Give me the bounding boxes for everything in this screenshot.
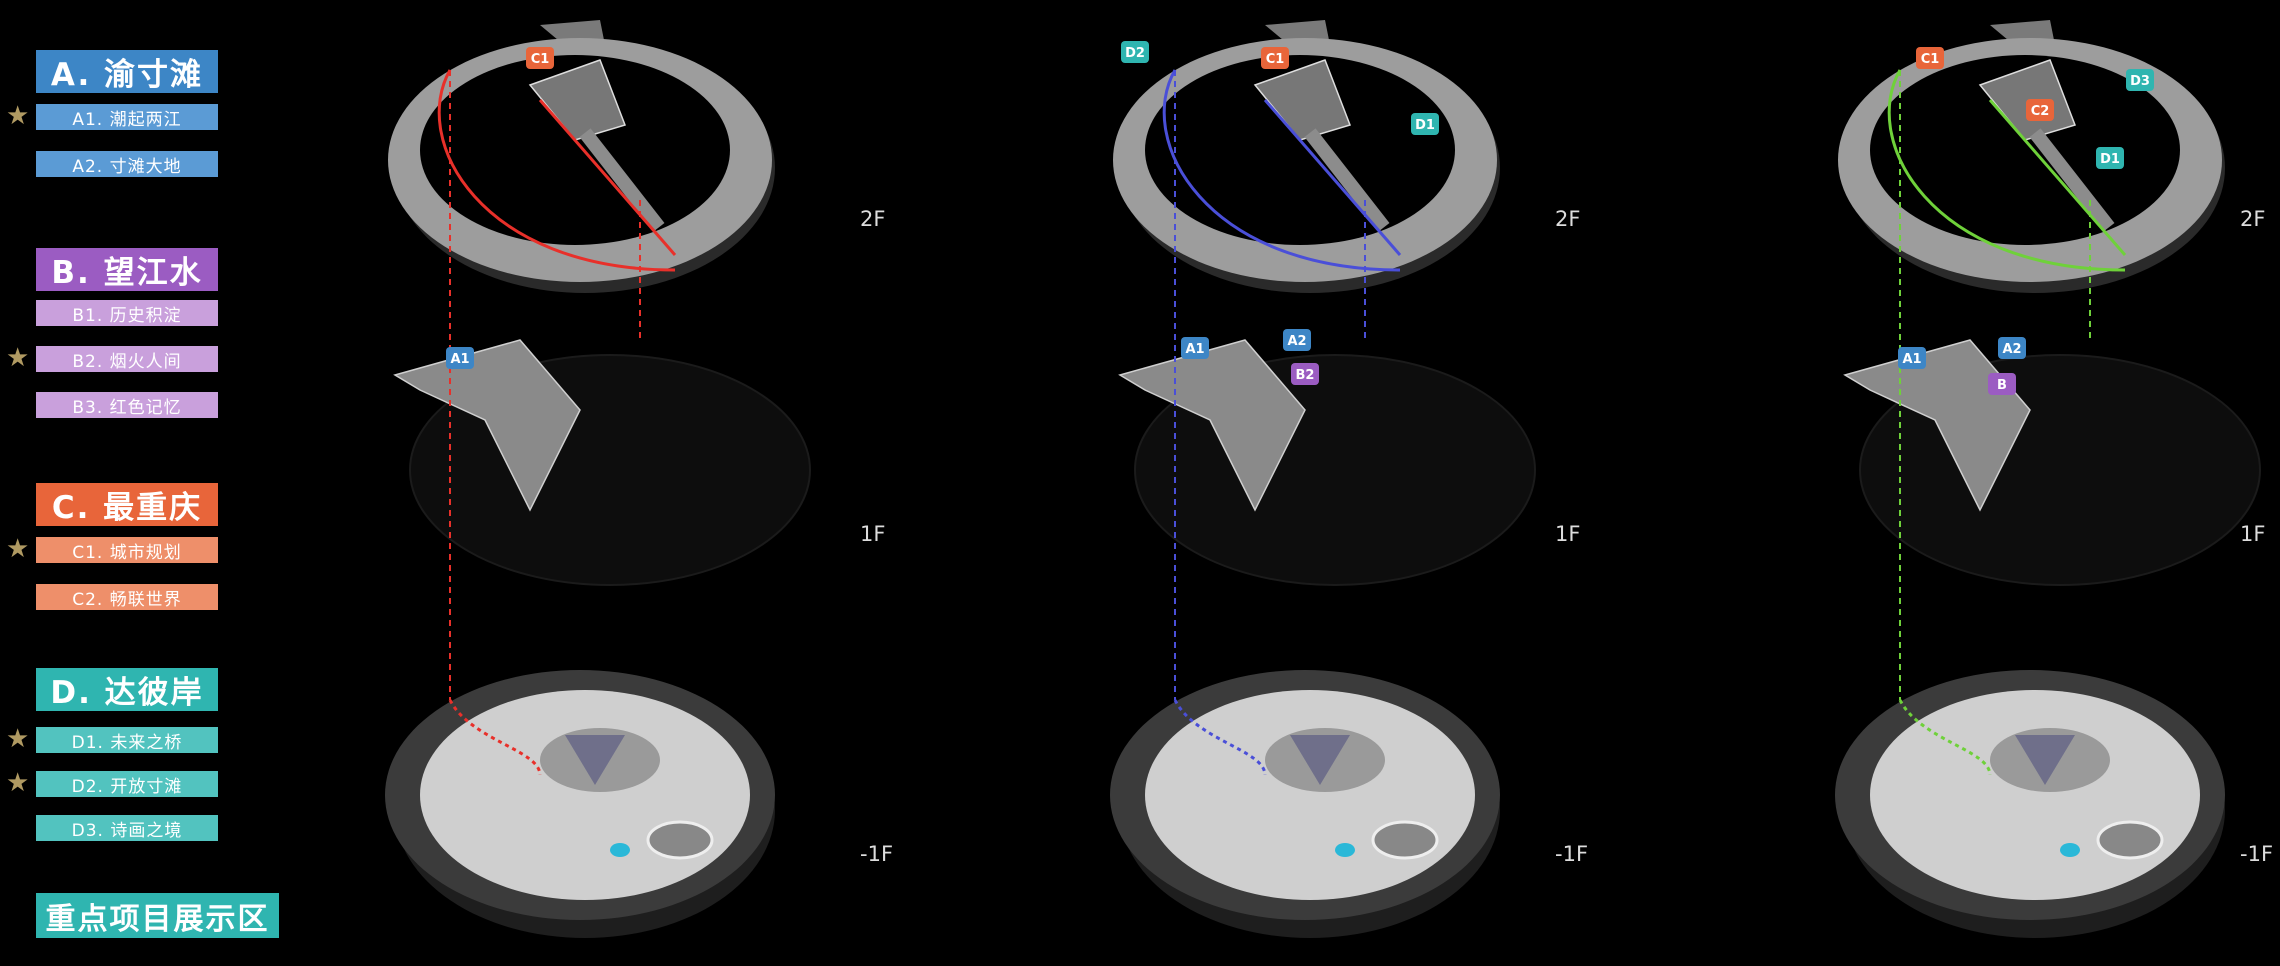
basement-floor	[1870, 690, 2200, 900]
item-d1-label: D1. 未来之桥	[36, 727, 218, 753]
category-a-label: A. 渝寸滩	[36, 50, 218, 93]
badge-label: A1	[1185, 342, 1204, 357]
badge-label: C1	[1266, 52, 1285, 67]
item-b2-label: B2. 烟火人间	[36, 346, 218, 372]
category-c-label: C. 最重庆	[36, 483, 218, 526]
floor-label-fb1: -1F	[2240, 842, 2273, 866]
badge-label: A2	[1287, 334, 1306, 349]
badge-label: C2	[2031, 104, 2050, 119]
badge-2f-d3: D3	[2126, 69, 2154, 91]
badge-mezzanine-b: B	[1988, 373, 2016, 395]
item-a1-label: A1. 潮起两江	[36, 104, 218, 130]
badge-mezzanine-a1: A1	[446, 347, 474, 369]
star-icon: ★	[6, 101, 30, 131]
basement-pool	[646, 820, 714, 860]
basement-floor	[1145, 690, 1475, 900]
badge-label: A1	[1902, 352, 1921, 367]
floor-label-f1: 1F	[2240, 522, 2265, 546]
basement-marker	[1335, 843, 1355, 857]
item-d2-label: D2. 开放寸滩	[36, 771, 218, 797]
mezzanine-floor	[1118, 339, 1306, 512]
badge-2f-c1: C1	[1261, 47, 1289, 69]
route-path-bridge	[1988, 99, 2127, 256]
key-area-label: 重点项目展示区	[36, 893, 279, 938]
basement-floor	[420, 690, 750, 900]
badge-label: B2	[1296, 368, 1315, 383]
mezzanine-floor	[393, 339, 581, 512]
badge-label: C1	[1921, 52, 1940, 67]
item-a2-label: A2. 寸滩大地	[36, 151, 218, 177]
star-icon: ★	[6, 343, 30, 373]
floor2-bridge	[579, 128, 665, 232]
badge-label: A1	[450, 352, 469, 367]
badge-label: A2	[2002, 342, 2021, 357]
badge-2f-c2: C2	[2026, 99, 2054, 121]
category-d-label: D. 达彼岸	[36, 668, 218, 711]
badge-label: D3	[2130, 74, 2150, 89]
route-path-2f	[1887, 69, 2126, 272]
basement-core-triangle	[565, 735, 625, 785]
badge-label: B	[1997, 378, 2007, 393]
badge-2f-d1: D1	[2096, 147, 2124, 169]
badge-mezzanine-a1: A1	[1181, 337, 1209, 359]
badge-label: D2	[1125, 46, 1145, 61]
route-path-bridge	[1263, 99, 1402, 256]
floor-label-f1: 1F	[1555, 522, 1580, 546]
floor2-void	[420, 55, 730, 245]
floor2-void	[1145, 55, 1455, 245]
star-icon: ★	[6, 534, 30, 564]
route-path-2f	[1162, 69, 1401, 272]
badge-label: C1	[531, 52, 550, 67]
badge-2f-d1: D1	[1411, 113, 1439, 135]
mezzanine-floor	[1843, 339, 2031, 512]
badge-2f-c1: C1	[526, 47, 554, 69]
route-diagram-2: C1 D2 D1 A1 A2 B2 2F 1F -1F	[1110, 20, 1588, 938]
legend-panel: A. 渝寸滩 ★ A1. 潮起两江 A2. 寸滩大地 B. 望江水 B1. 历史…	[0, 0, 279, 966]
category-b-label: B. 望江水	[36, 248, 218, 291]
star-icon: ★	[6, 768, 30, 798]
basement-marker	[610, 843, 630, 857]
basement-core-triangle	[2015, 735, 2075, 785]
floor-label-f2: 2F	[860, 207, 885, 231]
floor-label-fb1: -1F	[1555, 842, 1588, 866]
badge-2f-c1: C1	[1916, 47, 1944, 69]
basement-core-triangle	[1290, 735, 1350, 785]
item-d3-label: D3. 诗画之境	[36, 815, 218, 841]
badge-mezzanine-a1: A1	[1898, 347, 1926, 369]
floor-label-f1: 1F	[860, 522, 885, 546]
floor2-void	[1870, 55, 2180, 245]
item-b1-label: B1. 历史积淀	[36, 300, 218, 326]
badge-mezzanine-a2: A2	[1998, 337, 2026, 359]
floor-label-f2: 2F	[1555, 207, 1580, 231]
badge-2f-d2: D2	[1121, 41, 1149, 63]
floor-label-fb1: -1F	[860, 842, 893, 866]
badge-label: D1	[1415, 118, 1435, 133]
badge-mezzanine-a2: A2	[1283, 329, 1311, 351]
floor2-bridge	[2029, 128, 2115, 232]
item-b3-label: B3. 红色记忆	[36, 392, 218, 418]
route-diagram-1: C1 A1 2F 1F -1F	[385, 20, 893, 938]
basement-marker	[2060, 843, 2080, 857]
star-icon: ★	[6, 724, 30, 754]
item-c1-label: C1. 城市规划	[36, 537, 218, 563]
floor2-bridge	[1304, 128, 1390, 232]
basement-pool	[1371, 820, 1439, 860]
basement-pool	[2096, 820, 2164, 860]
item-c2-label: C2. 畅联世界	[36, 584, 218, 610]
route-path-bridge	[538, 99, 677, 256]
badge-mezzanine-b2: B2	[1291, 363, 1319, 385]
route-diagram-3: C1 D3 C2 D1 A1 A2 B 2F 1F -1F	[1835, 20, 2273, 938]
route-path-2f	[437, 69, 676, 272]
badge-label: D1	[2100, 152, 2120, 167]
floor-label-f2: 2F	[2240, 207, 2265, 231]
